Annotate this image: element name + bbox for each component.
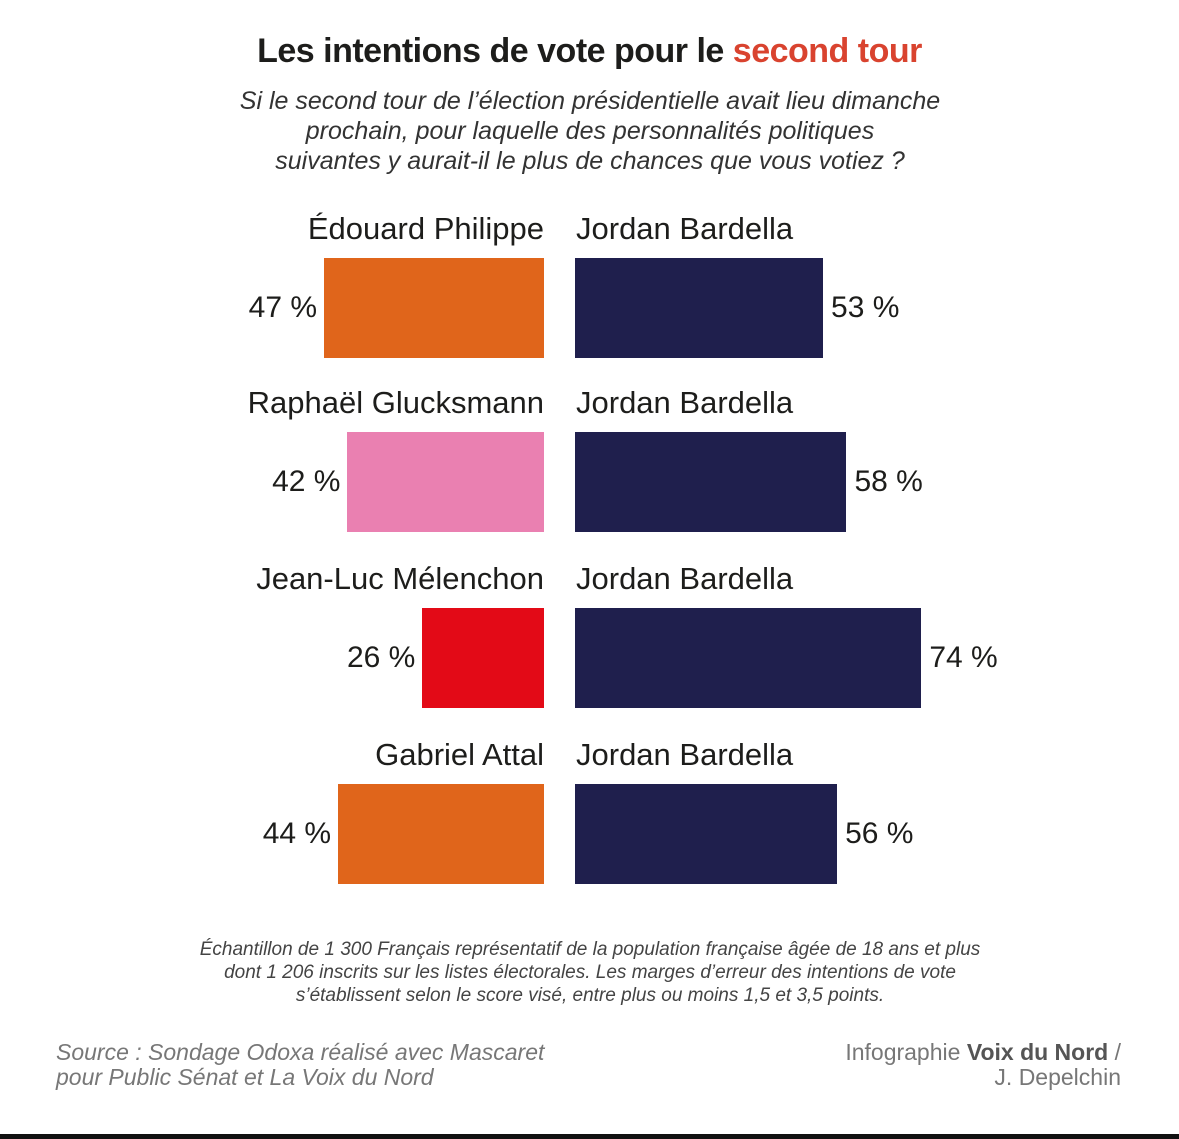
source: Source : Sondage Odoxa réalisé avec Masc…	[56, 1040, 544, 1090]
left-candidate-name: Raphaël Glucksmann	[247, 385, 544, 420]
left-bar	[324, 258, 544, 358]
title-highlight: second tour	[732, 32, 923, 70]
left-candidate-name: Édouard Philippe	[307, 211, 544, 246]
right-candidate-name: Jordan Bardella	[576, 561, 794, 596]
left-value-label: 26 %	[346, 641, 416, 674]
right-candidate-name: Jordan Bardella	[576, 211, 794, 246]
left-candidate-name: Jean-Luc Mélenchon	[256, 561, 544, 596]
left-value-label: 42 %	[272, 465, 341, 498]
bottom-rule	[0, 1134, 1179, 1139]
subtitle-line: Si le second tour de l’élection présiden…	[239, 87, 941, 115]
title-text: Les intentions de vote pour le	[257, 32, 724, 70]
credit-brand: Voix du Nord	[966, 1039, 1109, 1065]
source-line: pour Public Sénat et La Voix du Nord	[56, 1064, 434, 1090]
right-bar	[575, 608, 922, 708]
source-line: Source : Sondage Odoxa réalisé avec Masc…	[56, 1039, 545, 1065]
right-candidate-name: Jordan Bardella	[576, 385, 794, 420]
left-bar	[422, 608, 544, 708]
left-bar	[338, 784, 544, 884]
right-bar	[575, 784, 838, 884]
left-value-label: 44 %	[262, 817, 332, 850]
subtitle-line: prochain, pour laquelle des personnalité…	[305, 117, 875, 145]
methodology-note: Échantillon de 1 300 Français représenta…	[60, 938, 1120, 1007]
left-value-label: 47 %	[248, 291, 318, 324]
subtitle-line: suivantes y aurait-il le plus de chances…	[275, 147, 905, 175]
right-value-label: 53 %	[831, 291, 900, 324]
left-candidate-name: Gabriel Attal	[375, 737, 544, 772]
credit-prefix: Infographie	[845, 1039, 961, 1065]
left-bar	[347, 432, 544, 532]
chart-title: Les intentions de vote pour le second to…	[0, 32, 1179, 71]
note-line: dont 1 206 inscrits sur les listes élect…	[224, 962, 956, 983]
note-line: Échantillon de 1 300 Français représenta…	[199, 939, 981, 960]
credit: Infographie Voix du Nord / J. Depelchin	[845, 1040, 1121, 1090]
right-value-label: 74 %	[929, 641, 998, 674]
note-line: s’établissent selon le score visé, entre…	[295, 985, 885, 1006]
right-candidate-name: Jordan Bardella	[576, 737, 794, 772]
credit-author: J. Depelchin	[994, 1064, 1121, 1090]
credit-suffix: /	[1108, 1039, 1121, 1065]
right-bar	[575, 258, 824, 358]
right-value-label: 56 %	[845, 817, 914, 850]
right-value-label: 58 %	[854, 465, 923, 498]
chart-subtitle: Si le second tour de l’élection présiden…	[100, 86, 1080, 176]
right-bar	[575, 432, 847, 532]
